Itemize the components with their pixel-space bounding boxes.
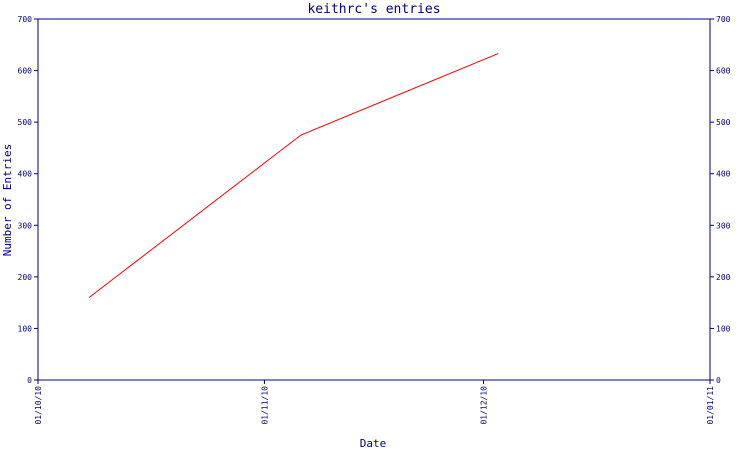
- y-tick-label: 300: [18, 221, 33, 230]
- y-tick-label: 100: [18, 324, 33, 333]
- y-tick-label: 600: [18, 67, 33, 76]
- right-y-tick-label: 500: [716, 118, 731, 127]
- right-y-tick-label: 200: [716, 273, 731, 282]
- right-y-tick-label: 100: [716, 324, 731, 333]
- right-y-tick-label: 0: [716, 376, 721, 385]
- y-axis-label: Number of Entries: [1, 144, 14, 257]
- x-tick-label: 01/11/10: [260, 386, 269, 425]
- right-y-axis: 0 100 200 300 400 500 600 700: [710, 15, 731, 385]
- left-y-axis: 0 100 200 300 400 500 600 700: [18, 15, 38, 385]
- chart-title: keithrc's entries: [307, 2, 440, 17]
- plot-area-frame: [37, 18, 711, 381]
- right-y-tick-label: 700: [716, 15, 731, 24]
- y-tick-label: 200: [18, 273, 33, 282]
- y-tick-label: 500: [18, 118, 33, 127]
- right-y-tick-label: 400: [716, 170, 731, 179]
- y-tick-label: 0: [27, 376, 32, 385]
- x-axis-label: Date: [360, 437, 387, 450]
- x-axis: 01/10/10 01/11/10 01/12/10 01/01/11: [34, 380, 715, 425]
- y-tick-label: 700: [18, 15, 33, 24]
- x-tick-label: 01/10/10: [34, 386, 43, 425]
- x-tick-label: 01/01/11: [706, 386, 715, 425]
- x-tick-label: 01/12/10: [480, 386, 489, 425]
- right-y-tick-label: 300: [716, 221, 731, 230]
- y-tick-label: 400: [18, 170, 33, 179]
- entries-series-line: [88, 53, 499, 298]
- right-y-tick-label: 600: [716, 67, 731, 76]
